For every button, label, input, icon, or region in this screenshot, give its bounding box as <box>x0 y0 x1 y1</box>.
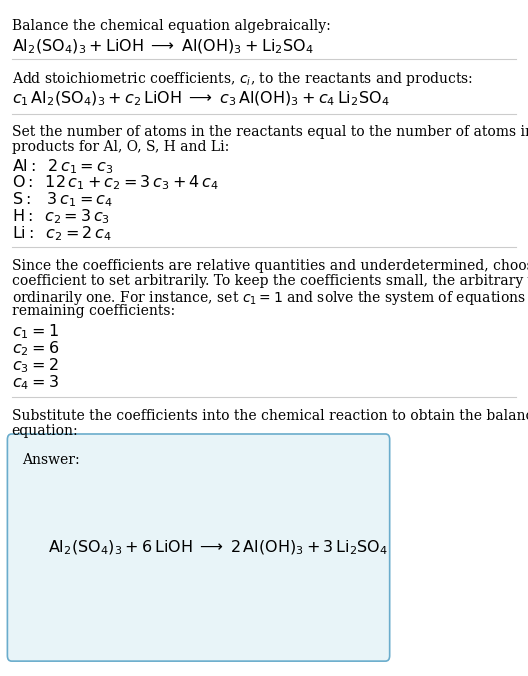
Text: $c_1\,\mathrm{Al_2(SO_4)_3} + c_2\,\mathrm{LiOH} \;\longrightarrow\; c_3\,\mathr: $c_1\,\mathrm{Al_2(SO_4)_3} + c_2\,\math… <box>12 89 389 107</box>
Text: equation:: equation: <box>12 424 78 438</box>
Text: $\mathrm{O{:}}\;\; 12\,c_1 + c_2 = 3\,c_3 + 4\,c_4$: $\mathrm{O{:}}\;\; 12\,c_1 + c_2 = 3\,c_… <box>12 174 218 193</box>
Text: $\mathrm{Al_2(SO_4)_3 + LiOH \;\longrightarrow\; Al(OH)_3 + Li_2SO_4}$: $\mathrm{Al_2(SO_4)_3 + LiOH \;\longrigh… <box>12 38 313 56</box>
Text: products for Al, O, S, H and Li:: products for Al, O, S, H and Li: <box>12 140 229 154</box>
Text: $\mathrm{Al_2(SO_4)_3 + 6\,LiOH \;\longrightarrow\; 2\,Al(OH)_3 + 3\,Li_2SO_4}$: $\mathrm{Al_2(SO_4)_3 + 6\,LiOH \;\longr… <box>48 538 388 557</box>
Text: coefficient to set arbitrarily. To keep the coefficients small, the arbitrary va: coefficient to set arbitrarily. To keep … <box>12 274 528 288</box>
Text: Answer:: Answer: <box>22 453 80 467</box>
Text: remaining coefficients:: remaining coefficients: <box>12 304 175 318</box>
Text: $c_1 = 1$: $c_1 = 1$ <box>12 322 59 341</box>
Text: $\mathrm{H{:}}\;\; c_2 = 3\,c_3$: $\mathrm{H{:}}\;\; c_2 = 3\,c_3$ <box>12 208 110 226</box>
Text: Set the number of atoms in the reactants equal to the number of atoms in the: Set the number of atoms in the reactants… <box>12 125 528 139</box>
FancyBboxPatch shape <box>7 434 390 661</box>
Text: $c_4 = 3$: $c_4 = 3$ <box>12 373 59 392</box>
Text: $\mathrm{Al{:}}\;\; 2\,c_1 = c_3$: $\mathrm{Al{:}}\;\; 2\,c_1 = c_3$ <box>12 157 113 176</box>
Text: $\mathrm{Li{:}}\;\; c_2 = 2\,c_4$: $\mathrm{Li{:}}\;\; c_2 = 2\,c_4$ <box>12 224 111 243</box>
Text: Substitute the coefficients into the chemical reaction to obtain the balanced: Substitute the coefficients into the che… <box>12 409 528 423</box>
Text: Balance the chemical equation algebraically:: Balance the chemical equation algebraica… <box>12 19 331 33</box>
Text: $c_2 = 6$: $c_2 = 6$ <box>12 339 59 358</box>
Text: $c_3 = 2$: $c_3 = 2$ <box>12 356 58 375</box>
Text: Add stoichiometric coefficients, $c_i$, to the reactants and products:: Add stoichiometric coefficients, $c_i$, … <box>12 70 473 89</box>
Text: $\mathrm{S{:}}\;\;\; 3\,c_1 = c_4$: $\mathrm{S{:}}\;\;\; 3\,c_1 = c_4$ <box>12 191 112 210</box>
Text: Since the coefficients are relative quantities and underdetermined, choose a: Since the coefficients are relative quan… <box>12 259 528 273</box>
Text: ordinarily one. For instance, set $c_1 = 1$ and solve the system of equations fo: ordinarily one. For instance, set $c_1 =… <box>12 289 528 307</box>
